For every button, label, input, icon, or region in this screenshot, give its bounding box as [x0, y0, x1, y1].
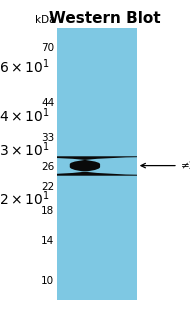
- Text: Western Blot: Western Blot: [49, 11, 160, 26]
- FancyBboxPatch shape: [0, 156, 190, 176]
- Text: ≠26kDa: ≠26kDa: [141, 161, 190, 171]
- Text: kDa: kDa: [35, 15, 55, 25]
